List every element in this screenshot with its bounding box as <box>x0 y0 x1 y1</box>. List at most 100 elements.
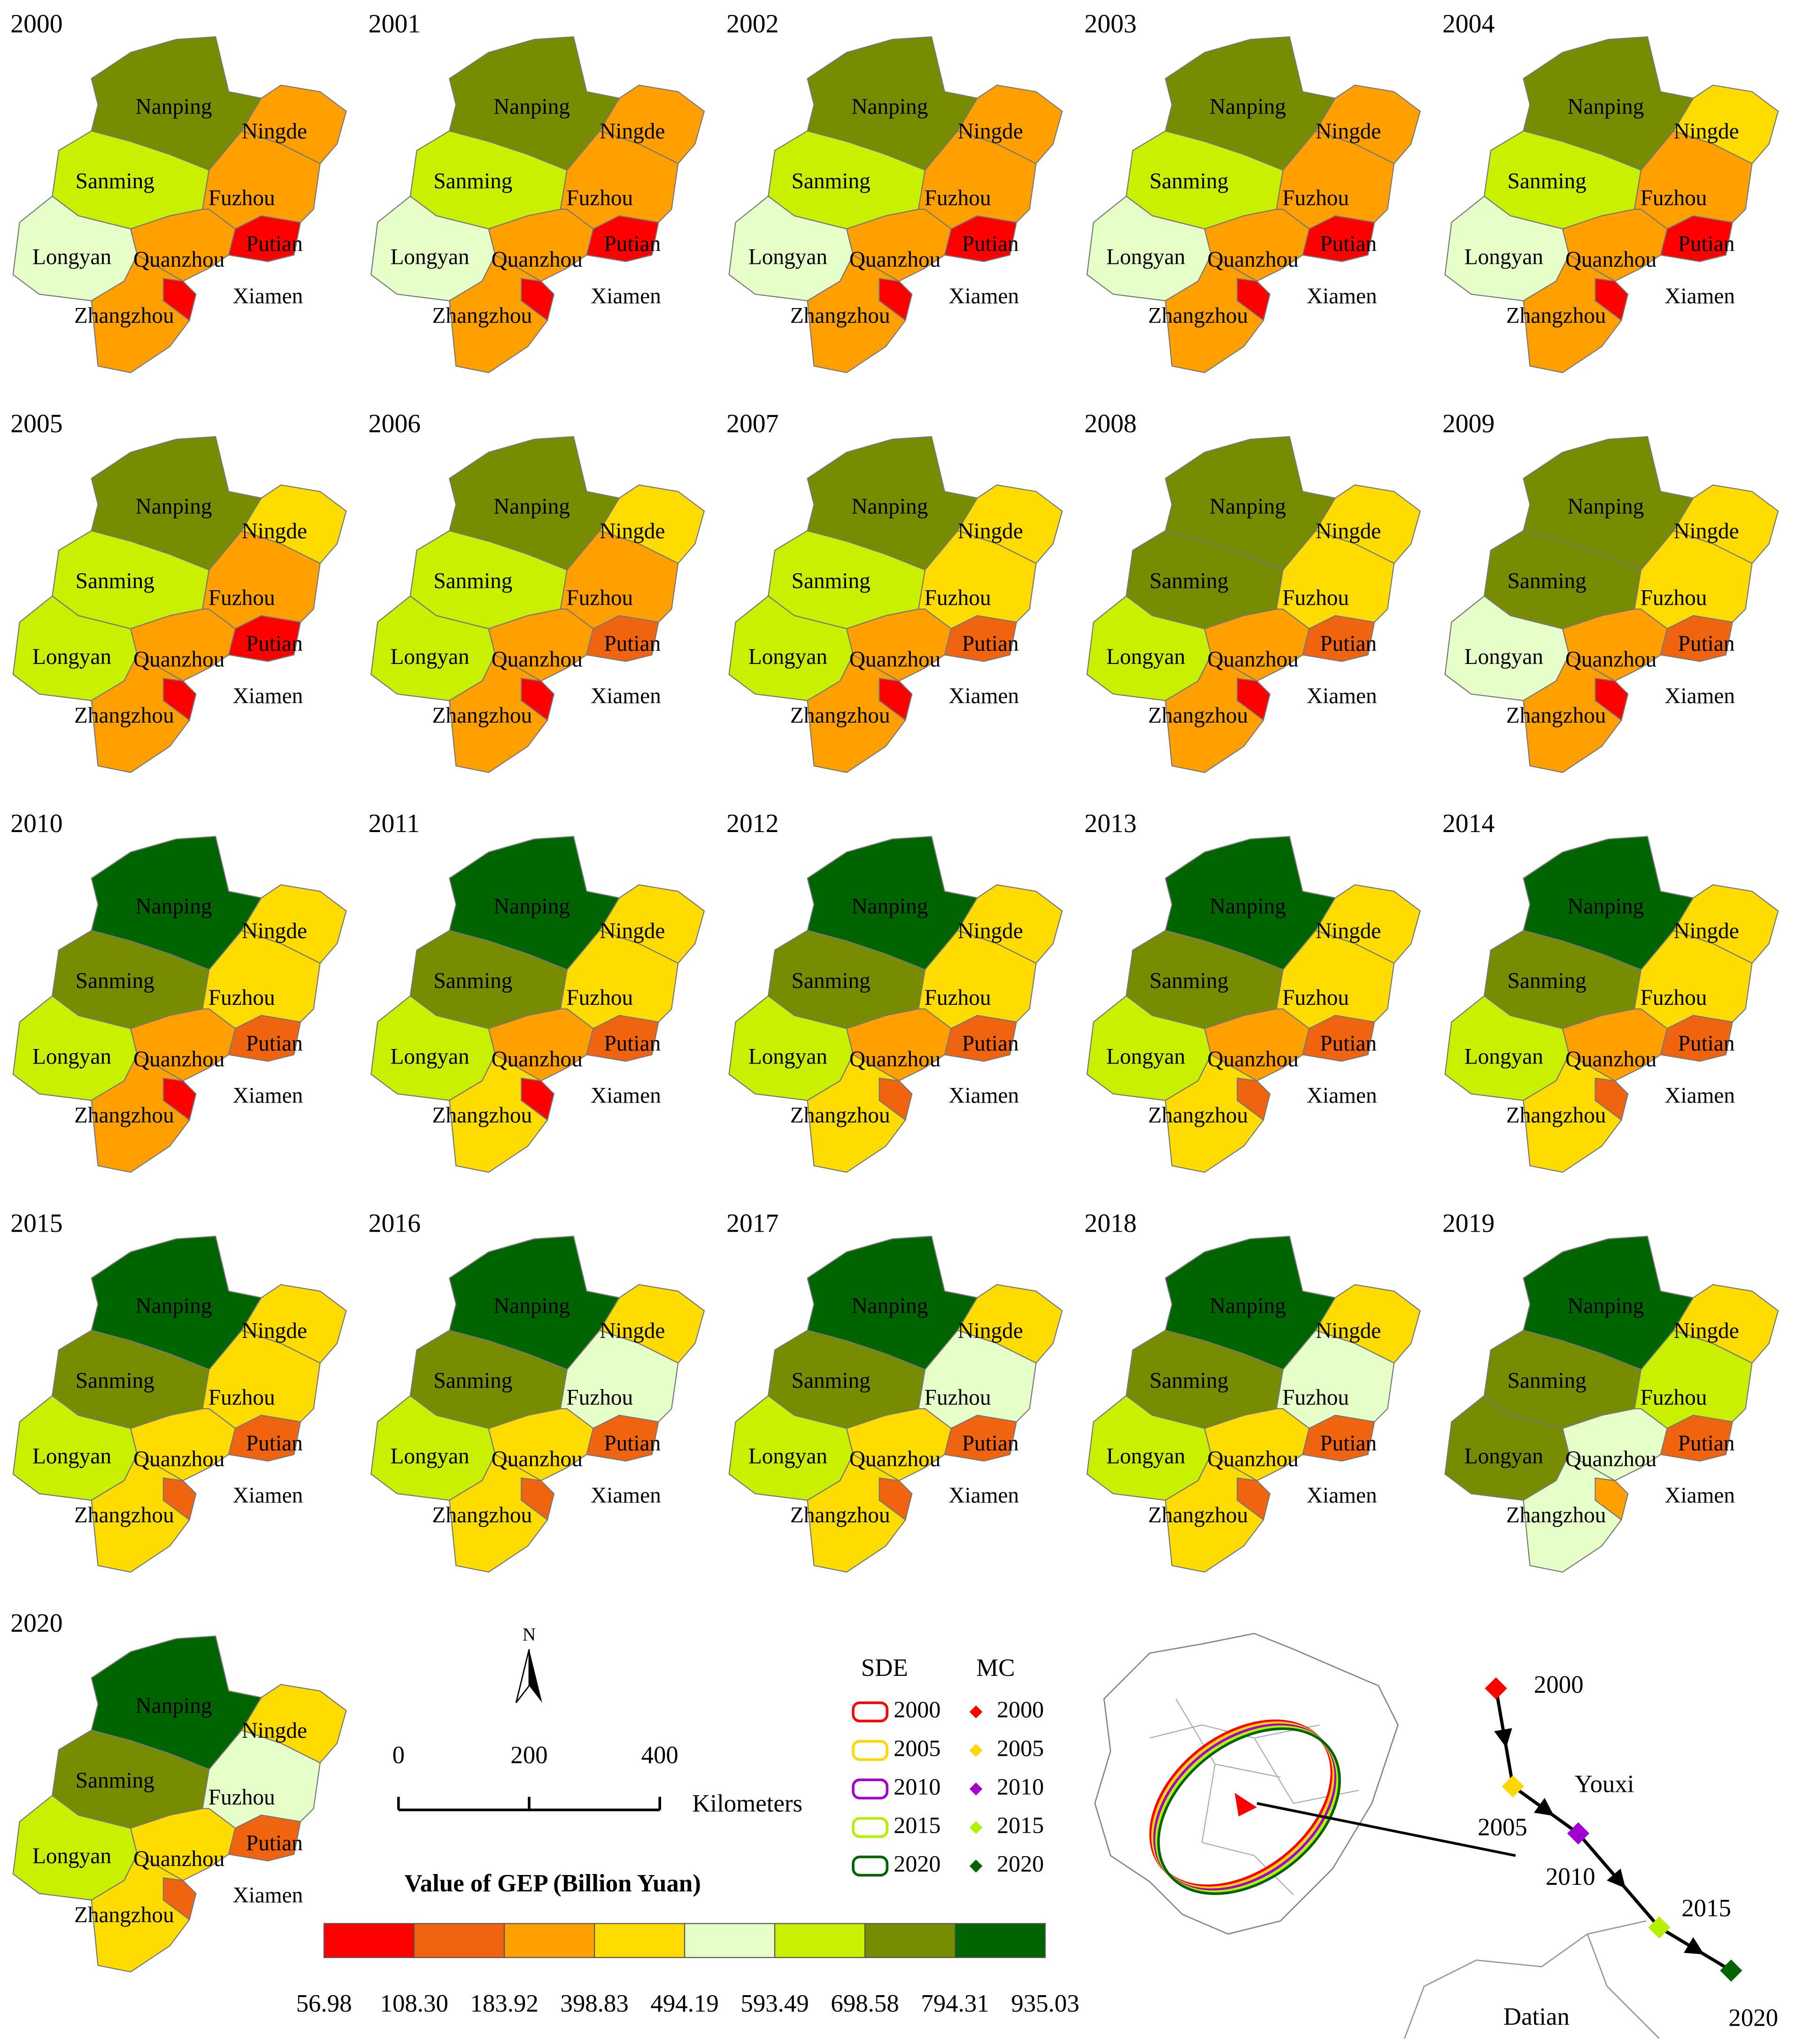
region-label: Putian <box>604 1431 661 1456</box>
region-label: Sanming <box>76 969 154 993</box>
region-label: Sanming <box>792 169 871 193</box>
map-year: 2005 <box>10 409 62 438</box>
legend-break-label: 494.19 <box>650 1990 718 2017</box>
region-label: Ningde <box>1316 119 1381 144</box>
region-label: Fuzhou <box>208 1785 275 1810</box>
region-label: Ningde <box>600 1319 665 1343</box>
region-label: Zhangzhou <box>1506 304 1606 328</box>
region-label: Longyan <box>748 645 827 669</box>
region-label: Fuzhou <box>1641 586 1707 610</box>
map-panel: 2020 Nanping Ningde Sanming Fuzhou Putian Long… <box>10 1609 347 1973</box>
region-label: Ningde <box>242 1319 307 1343</box>
map-year: 2008 <box>1085 409 1137 438</box>
region-label: Xiamen <box>1307 684 1377 708</box>
region <box>878 1477 913 1521</box>
map-panel: 2018 Nanping Ningde Sanming Fuzhou Putian Long… <box>1085 1209 1421 1573</box>
place-label: Datian <box>1503 2003 1570 2030</box>
region-label: Fuzhou <box>1282 986 1349 1010</box>
region-label: Zhangzhou <box>432 304 532 328</box>
region-label: Xiamen <box>233 1883 303 1908</box>
mc-swatch <box>969 1744 983 1757</box>
region-label: Fuzhou <box>566 1386 633 1410</box>
region-label: Longyan <box>390 245 469 269</box>
region-label: Sanming <box>792 569 871 593</box>
county-border <box>1404 1920 1660 2039</box>
region-label: Xiamen <box>1307 1084 1377 1108</box>
region-label: Quanzhou <box>1207 1447 1298 1471</box>
legend-break-label: 108.30 <box>380 1990 448 2017</box>
region-label: Quanzhou <box>491 647 582 671</box>
region-label: Longyan <box>1464 645 1543 669</box>
region-label: Zhangzhou <box>1148 1103 1248 1127</box>
region-label: Longyan <box>1464 245 1543 269</box>
region <box>1237 278 1271 322</box>
map-panel: 2009 Nanping Ningde Sanming Fuzhou Putian Long… <box>1442 409 1779 773</box>
region-label: Longyan <box>748 245 827 269</box>
region <box>1595 1477 1629 1521</box>
region-label: Nanping <box>1567 494 1644 519</box>
mc-point <box>1720 1959 1742 1982</box>
sde-year: 2015 <box>894 1812 940 1838</box>
region-label: Sanming <box>433 569 512 593</box>
region-label: Putian <box>1320 231 1377 256</box>
region-label: Xiamen <box>591 684 661 708</box>
region-label: Longyan <box>32 1444 111 1469</box>
region-label: Quanzhou <box>1207 647 1298 671</box>
region-label: Quanzhou <box>849 1047 940 1072</box>
map-panel: 2005 Nanping Ningde Sanming Fuzhou Putian Long… <box>10 409 347 773</box>
region <box>878 1077 913 1121</box>
region-label: Putian <box>1320 1031 1377 1056</box>
trajectory-label: 2010 <box>1546 1863 1595 1890</box>
region-label: Xiamen <box>948 684 1019 708</box>
region-label: Fuzhou <box>208 1386 275 1410</box>
region-label: Sanming <box>1508 169 1587 193</box>
region-label: Zhangzhou <box>74 304 174 328</box>
region-label: Xiamen <box>948 1084 1019 1108</box>
region-label: Xiamen <box>591 284 661 309</box>
region <box>521 278 555 322</box>
sde-swatch <box>852 1817 889 1838</box>
region-label: Nanping <box>1210 94 1286 119</box>
region-label: Xiamen <box>948 1483 1019 1508</box>
region-label: Longyan <box>32 245 111 269</box>
region <box>1595 278 1629 322</box>
region <box>1237 1077 1271 1121</box>
region-label: Sanming <box>76 1768 154 1793</box>
region-label: Zhangzhou <box>74 1503 174 1527</box>
region-label: Zhangzhou <box>790 703 890 728</box>
region-label: Zhangzhou <box>74 1103 174 1127</box>
region-label: Zhangzhou <box>74 703 174 728</box>
legend-break-label: 935.03 <box>1011 1990 1079 2017</box>
region-label: Sanming <box>76 569 154 593</box>
sde-year: 2000 <box>894 1696 940 1722</box>
region-label: Nanping <box>1567 1294 1644 1319</box>
region-label: Sanming <box>1149 969 1228 993</box>
mc-point <box>1502 1775 1524 1797</box>
region-label: Xiamen <box>1307 284 1377 309</box>
region-label: Zhangzhou <box>790 304 890 328</box>
map-year: 2014 <box>1442 809 1495 838</box>
region-label: Sanming <box>433 969 512 993</box>
region-label: Fuzhou <box>1282 1386 1349 1410</box>
region-label: Zhangzhou <box>432 1103 532 1127</box>
legend-break-label: 183.92 <box>470 1990 538 2017</box>
region-label: Nanping <box>1210 1294 1286 1319</box>
region-label: Nanping <box>136 1294 212 1319</box>
region-label: Quanzhou <box>849 247 940 272</box>
region-label: Quanzhou <box>491 1447 582 1471</box>
region-label: Quanzhou <box>133 1047 224 1072</box>
map-year: 2002 <box>726 9 778 39</box>
region-label: Fuzhou <box>925 1386 991 1410</box>
map-year: 2016 <box>369 1209 421 1238</box>
region-label: Fuzhou <box>566 986 633 1010</box>
region-label: Longyan <box>1106 645 1185 669</box>
region-label: Zhangzhou <box>790 1103 890 1127</box>
region <box>1595 678 1629 721</box>
region-label: Fuzhou <box>566 586 633 610</box>
region-label: Ningde <box>242 919 307 943</box>
trajectory-label: 2000 <box>1534 1671 1584 1698</box>
region-label: Fuzhou <box>1282 586 1349 610</box>
region-label: Quanzhou <box>849 1447 940 1471</box>
region-label: Nanping <box>493 894 570 918</box>
region-label: Nanping <box>136 494 212 519</box>
